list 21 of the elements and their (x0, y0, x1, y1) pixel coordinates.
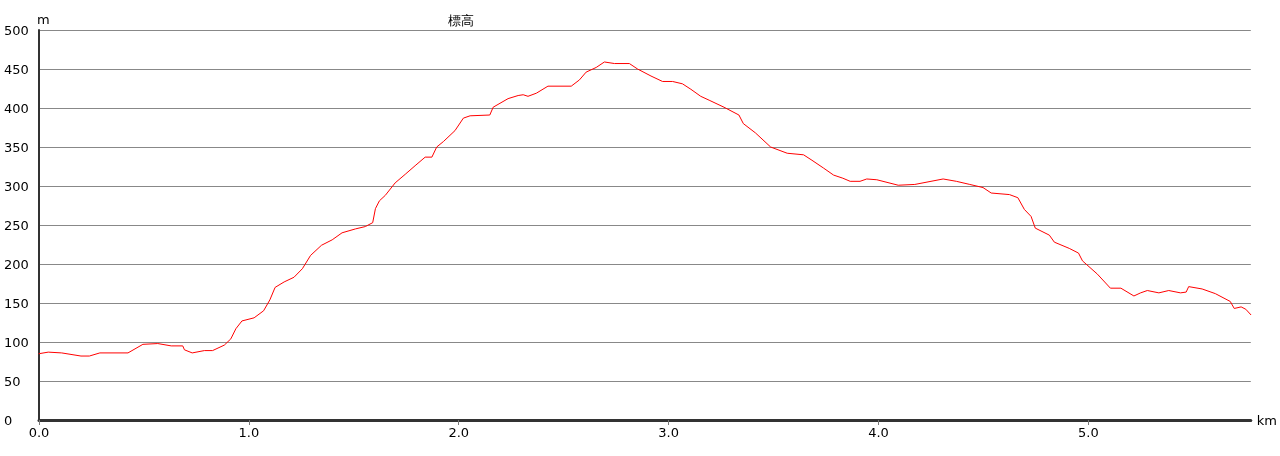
line-series (38, 61, 1252, 357)
x-tick-label: 0.0 (28, 425, 50, 440)
x-tick-label: 2.0 (448, 425, 470, 440)
y-tick-label: 350 (4, 139, 29, 155)
x-tick-label: 3.0 (658, 425, 679, 440)
y-tick-label: 250 (4, 217, 29, 233)
y-tick-label: 200 (4, 256, 29, 272)
y-tick-label: 400 (4, 100, 29, 116)
chart-title: 標高 (448, 13, 474, 28)
y-axis-title: m (37, 12, 50, 27)
y-tick-label: 100 (4, 334, 29, 350)
x-tick-label: 4.0 (868, 425, 889, 440)
y-tick-label: 450 (4, 61, 29, 77)
y-tick-label: 0 (4, 412, 13, 428)
y-tick-label: 50 (4, 373, 21, 389)
y-tick-label: 300 (4, 178, 29, 194)
y-tick-label: 500 (4, 22, 29, 38)
x-tick-label: 5.0 (1078, 425, 1099, 440)
y-tick-label: 150 (4, 295, 29, 311)
x-axis-title: km (1256, 412, 1278, 428)
x-tick-label: 1.0 (238, 425, 260, 440)
